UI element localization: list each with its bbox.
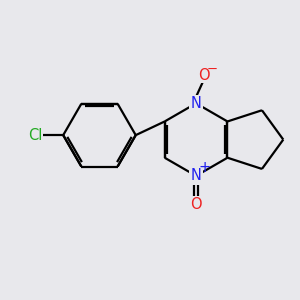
Text: +: + [199, 160, 211, 175]
Text: N: N [190, 96, 202, 111]
Text: N: N [190, 168, 202, 183]
Text: O: O [198, 68, 209, 82]
Text: O: O [190, 196, 202, 211]
Text: −: − [207, 63, 218, 76]
Text: Cl: Cl [28, 128, 42, 142]
